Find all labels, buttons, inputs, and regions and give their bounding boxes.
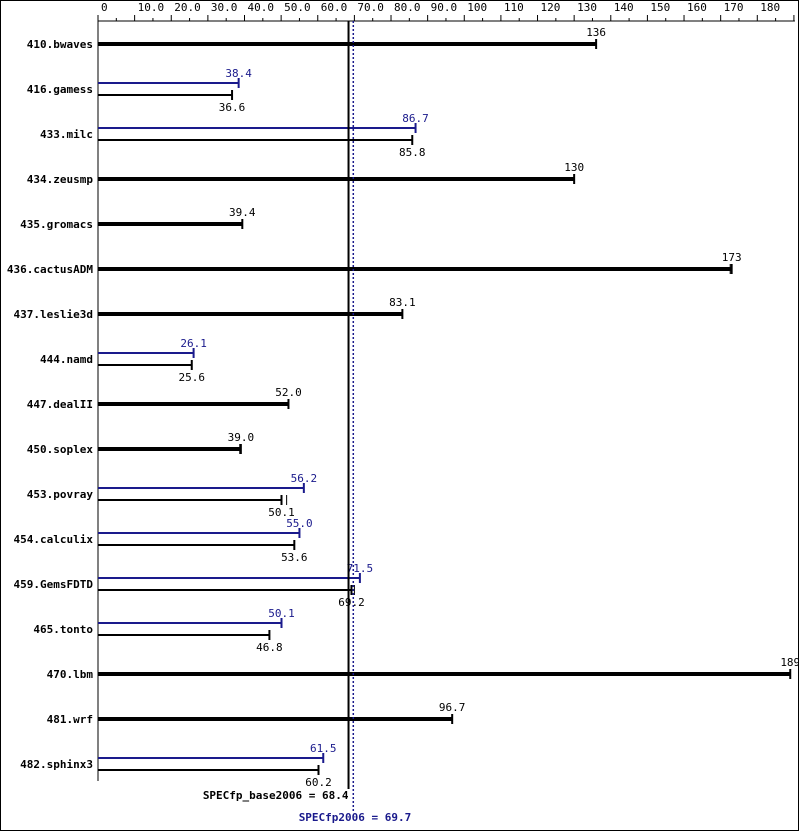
base-value-label: 60.2 bbox=[305, 776, 332, 789]
peak-value-label: 56.2 bbox=[291, 472, 318, 485]
peak-value-label: 38.4 bbox=[225, 67, 252, 80]
benchmark-label: 447.dealII bbox=[27, 398, 93, 411]
peak-value-label: 26.1 bbox=[180, 337, 207, 350]
benchmark-label: 416.gamess bbox=[27, 83, 93, 96]
x-tick-label: 40.0 bbox=[248, 1, 275, 14]
benchmark-label: 434.zeusmp bbox=[27, 173, 94, 186]
base-value-label: 25.6 bbox=[179, 371, 206, 384]
peak-value-label: 71.5 bbox=[347, 562, 374, 575]
x-tick-label: 80.0 bbox=[394, 1, 421, 14]
benchmark-label: 433.milc bbox=[40, 128, 93, 141]
benchmark-label: 453.povray bbox=[27, 488, 94, 501]
base-value-label: 69.2 bbox=[338, 596, 365, 609]
base-value-label: 53.6 bbox=[281, 551, 308, 564]
base-value-label: 36.6 bbox=[219, 101, 246, 114]
x-tick-label: 30.0 bbox=[211, 1, 238, 14]
benchmark-label: 470.lbm bbox=[47, 668, 94, 681]
peak-value-label: 50.1 bbox=[268, 607, 295, 620]
x-tick-label: 90.0 bbox=[431, 1, 458, 14]
x-tick-label: 170 bbox=[724, 1, 744, 14]
benchmark-label: 459.GemsFDTD bbox=[14, 578, 94, 591]
x-tick-label: 0 bbox=[101, 1, 108, 14]
x-tick-label: 180 bbox=[760, 1, 780, 14]
benchmark-label: 444.namd bbox=[40, 353, 93, 366]
benchmark-label: 410.bwaves bbox=[27, 38, 93, 51]
benchmark-label: 437.leslie3d bbox=[14, 308, 93, 321]
base-value-label: 85.8 bbox=[399, 146, 426, 159]
base-value-label: 173 bbox=[722, 251, 742, 264]
benchmark-label: 465.tonto bbox=[33, 623, 93, 636]
benchmark-label: 450.soplex bbox=[27, 443, 94, 456]
base-value-label: 39.4 bbox=[229, 206, 256, 219]
x-tick-label: 190 bbox=[797, 1, 799, 14]
x-tick-label: 20.0 bbox=[174, 1, 201, 14]
peak-value-label: 86.7 bbox=[402, 112, 429, 125]
base-value-label: 83.1 bbox=[389, 296, 416, 309]
base-summary-label: SPECfp_base2006 = 68.4 bbox=[203, 789, 349, 802]
base-value-label: 189 bbox=[780, 656, 799, 669]
base-value-label: 96.7 bbox=[439, 701, 466, 714]
benchmark-label: 482.sphinx3 bbox=[20, 758, 93, 771]
x-tick-label: 150 bbox=[650, 1, 670, 14]
x-tick-label: 60.0 bbox=[321, 1, 348, 14]
x-tick-label: 100 bbox=[467, 1, 487, 14]
benchmark-label: 435.gromacs bbox=[20, 218, 93, 231]
x-tick-label: 10.0 bbox=[138, 1, 165, 14]
base-value-label: 50.1 bbox=[268, 506, 295, 519]
benchmark-label: 481.wrf bbox=[47, 713, 93, 726]
x-tick-label: 130 bbox=[577, 1, 597, 14]
x-tick-label: 140 bbox=[614, 1, 634, 14]
base-value-label: 39.0 bbox=[228, 431, 255, 444]
peak-summary-label: SPECfp2006 = 69.7 bbox=[299, 811, 412, 824]
x-tick-label: 50.0 bbox=[284, 1, 311, 14]
x-tick-label: 160 bbox=[687, 1, 707, 14]
base-value-label: 130 bbox=[564, 161, 584, 174]
benchmark-label: 436.cactusADM bbox=[7, 263, 93, 276]
base-value-label: 136 bbox=[586, 26, 606, 39]
peak-value-label: 55.0 bbox=[286, 517, 313, 530]
x-tick-label: 70.0 bbox=[357, 1, 384, 14]
base-value-label: 46.8 bbox=[256, 641, 283, 654]
x-tick-label: 120 bbox=[541, 1, 561, 14]
peak-value-label: 61.5 bbox=[310, 742, 337, 755]
base-value-label: 52.0 bbox=[275, 386, 302, 399]
x-tick-label: 110 bbox=[504, 1, 524, 14]
benchmark-label: 454.calculix bbox=[14, 533, 94, 546]
